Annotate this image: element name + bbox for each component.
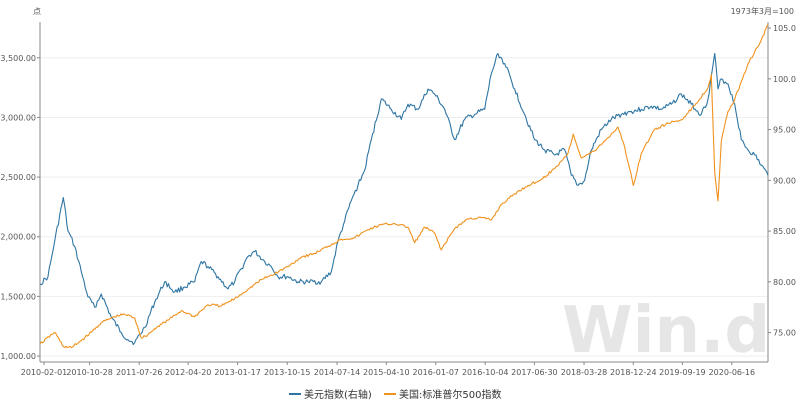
x-tick-label-0: 2010-02-01 bbox=[21, 368, 68, 377]
x-tick-label-8: 2016-01-07 bbox=[413, 368, 460, 377]
right-axis-unit: 1973年3月=100 bbox=[731, 6, 794, 16]
x-tick-label-5: 2013-10-15 bbox=[264, 368, 311, 377]
series-line-0 bbox=[39, 52, 769, 346]
right-tick-label-5: 100.00 bbox=[773, 75, 796, 84]
x-tick-label-13: 2019-09-19 bbox=[659, 368, 706, 377]
left-tick-label-0: 1,000.00 bbox=[0, 352, 36, 361]
right-tick-label-2: 85.00 bbox=[773, 227, 796, 236]
legend-label-dxy: 美元指数(右轴) bbox=[304, 388, 372, 401]
x-tick-label-10: 2017-06-30 bbox=[511, 368, 558, 377]
x-tick-label-3: 2012-04-20 bbox=[165, 368, 212, 377]
x-tick-label-4: 2013-01-17 bbox=[214, 368, 261, 377]
watermark: Win.d bbox=[562, 294, 770, 368]
axes: 点 1973年3月=100 bbox=[33, 6, 794, 363]
legend-label-spx: 美国:标准普尔500指数 bbox=[399, 388, 501, 401]
tick-labels: 1,000.00 1,500.00 2,000.00 2,500.00 3,000.00… bbox=[0, 24, 796, 377]
x-tick-label-14: 2020-06-16 bbox=[709, 368, 756, 377]
left-tick-label-5: 3,500.00 bbox=[0, 54, 36, 63]
right-tick-label-4: 95.00 bbox=[773, 126, 796, 135]
x-tick-label-2: 2011-07-26 bbox=[116, 368, 163, 377]
series-line-1 bbox=[39, 24, 769, 349]
left-tick-label-3: 2,500.00 bbox=[0, 173, 36, 182]
left-tick-label-4: 3,000.00 bbox=[0, 113, 36, 122]
x-tick-label-1: 2010-10-28 bbox=[66, 368, 113, 377]
left-tick-label-1: 1,500.00 bbox=[0, 292, 36, 301]
left-axis-unit: 点 bbox=[33, 7, 41, 16]
right-tick-label-1: 80.00 bbox=[773, 278, 796, 287]
right-tick-label-3: 90.00 bbox=[773, 176, 796, 185]
x-tick-label-12: 2018-12-24 bbox=[610, 368, 657, 377]
x-tick-label-9: 2016-10-04 bbox=[462, 368, 509, 377]
legend: 美元指数(右轴) 美国:标准普尔500指数 bbox=[289, 388, 501, 401]
x-tick-label-7: 2015-04-10 bbox=[363, 368, 410, 377]
right-tick-label-6: 105.00 bbox=[773, 24, 796, 33]
x-tick-label-11: 2018-03-28 bbox=[561, 368, 608, 377]
right-tick-label-0: 75.00 bbox=[773, 329, 796, 338]
grid bbox=[40, 57, 768, 357]
x-tick-label-6: 2014-07-14 bbox=[314, 368, 361, 377]
left-tick-label-2: 2,000.00 bbox=[0, 233, 36, 242]
series bbox=[39, 24, 769, 349]
